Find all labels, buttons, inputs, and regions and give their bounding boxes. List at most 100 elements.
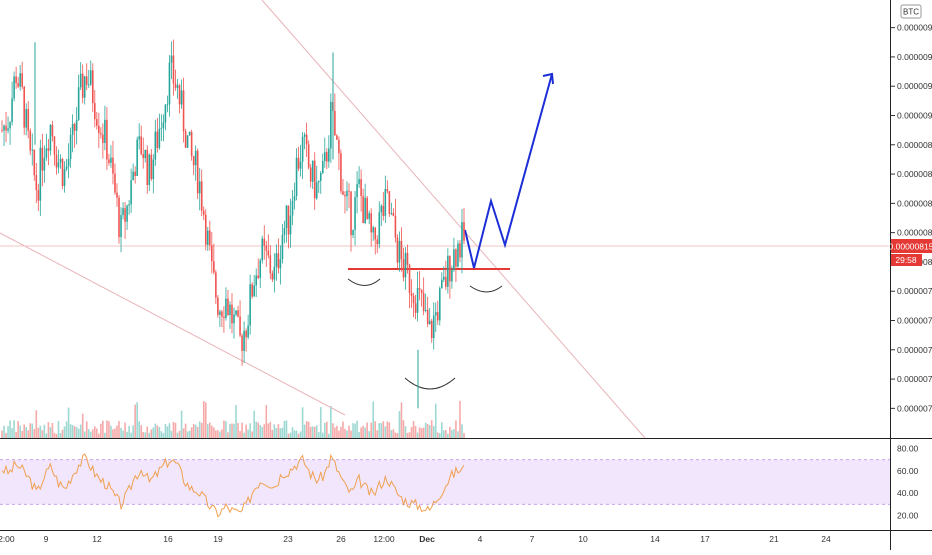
candle-body	[39, 147, 42, 201]
candle-body	[112, 157, 114, 174]
volume-bar	[326, 421, 328, 438]
candle-body	[134, 171, 136, 176]
volume-bar	[75, 426, 78, 438]
candle-body	[172, 55, 175, 84]
candle-body	[330, 101, 332, 149]
candle-body	[23, 86, 25, 128]
rsi-band	[0, 459, 890, 505]
candle-body	[269, 255, 272, 274]
price-pane[interactable]	[0, 0, 890, 438]
candle-body	[259, 260, 262, 278]
candle-body	[279, 259, 282, 269]
head-arc[interactable]	[404, 377, 456, 390]
volume-bar	[313, 426, 316, 438]
volume-bar	[190, 427, 193, 438]
time-tick-label: 4	[478, 534, 483, 544]
left-shoulder-arc[interactable]	[347, 278, 381, 286]
candle-body	[31, 149, 34, 151]
candle-body	[96, 119, 98, 126]
volume-bar	[19, 425, 21, 438]
volume-bar	[116, 425, 118, 438]
time-tick-label: 26	[336, 534, 346, 544]
rsi-axis[interactable]: 80.00 60.00 40.00 20.00	[897, 443, 919, 520]
candle-body	[231, 304, 233, 324]
volume-bar	[332, 423, 334, 438]
volume-bar	[398, 411, 401, 438]
candle-body	[384, 189, 387, 216]
candle-body	[396, 237, 399, 263]
price-tick-label: 0.00000740	[897, 345, 932, 355]
unit-badge[interactable]	[900, 4, 922, 19]
upper-trendline[interactable]	[261, 0, 646, 439]
candle-body	[194, 150, 197, 166]
candle-body	[313, 160, 316, 199]
volume-bar	[301, 407, 304, 438]
candle-body	[350, 191, 352, 236]
candle-body	[441, 279, 443, 289]
candle-body	[334, 110, 336, 136]
volume-bar	[146, 426, 149, 438]
candle-body	[164, 104, 167, 123]
volume-bar	[303, 424, 306, 438]
lower-trendline[interactable]	[0, 232, 346, 416]
volume-bar	[261, 426, 264, 438]
candle-body	[215, 272, 217, 298]
volume-bar	[25, 427, 28, 438]
right-shoulder-arc[interactable]	[469, 285, 503, 293]
candles	[1, 39, 465, 409]
volume-bar	[281, 427, 284, 438]
rsi-tick-label: 60.00	[897, 466, 919, 476]
candle-body	[138, 136, 140, 140]
volume-bar	[178, 430, 181, 438]
volume-bar	[27, 430, 30, 438]
volume-bar	[344, 428, 346, 438]
volume-bar	[291, 427, 294, 438]
candle-body	[162, 122, 165, 128]
volume-bar	[352, 423, 354, 438]
candle-body	[196, 150, 199, 194]
volume-bar	[259, 425, 262, 438]
price-tick-label: 0.00000900	[897, 111, 932, 121]
time-tick-label: 12:00	[373, 534, 395, 544]
time-tick-label: 16	[163, 534, 173, 544]
candle-body	[247, 325, 249, 338]
trendlines[interactable]	[0, 0, 890, 439]
volume-bar	[120, 427, 122, 438]
candle-body	[217, 297, 219, 315]
candle-body	[227, 298, 229, 316]
volume-bar	[204, 402, 207, 438]
time-tick-label: 10	[578, 534, 588, 544]
volume-bar	[374, 421, 377, 438]
time-axis[interactable]: 12:00 9 12 16 19 23 26 12:00 Dec 4 7 10 14 17 21 24	[0, 534, 831, 544]
price-axis[interactable]: 0.00000960 0.00000940 0.00000920 0.00000900…	[891, 23, 932, 414]
price-tick-label: 0.00000820	[897, 228, 932, 238]
volume-bar	[285, 420, 288, 438]
candle-body	[7, 128, 9, 131]
volume-bar	[31, 423, 34, 438]
projection-path[interactable]	[464, 73, 553, 269]
candle-body	[69, 134, 72, 160]
volume-bar	[451, 429, 453, 438]
volume-bar	[404, 426, 407, 438]
price-tick-label: 0.00000700	[897, 403, 932, 413]
volume-bar	[100, 423, 102, 438]
candle-body	[15, 76, 17, 84]
candle-body	[372, 227, 375, 233]
candle-body	[158, 128, 161, 148]
candle-body	[299, 161, 302, 169]
volume-bar	[213, 427, 215, 438]
candle-body	[251, 284, 253, 297]
candle-body	[116, 192, 118, 198]
candle-body	[301, 136, 304, 162]
volume-bar	[319, 407, 322, 438]
candle-body	[257, 275, 260, 278]
candle-body	[317, 180, 320, 183]
volume-bar	[420, 428, 423, 438]
candle-body	[420, 289, 423, 294]
volume-bar	[94, 426, 96, 438]
volume-bar	[59, 432, 62, 438]
candle-body	[1, 130, 3, 131]
candle-body	[122, 208, 124, 216]
